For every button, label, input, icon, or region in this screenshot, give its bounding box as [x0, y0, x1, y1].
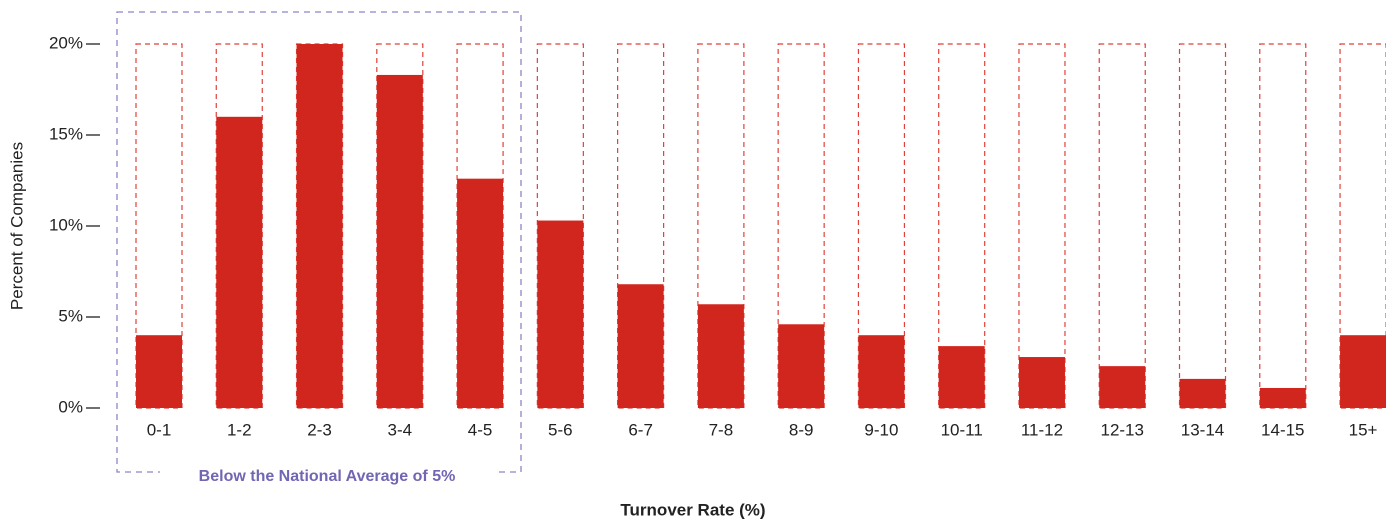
- bar: [617, 284, 664, 408]
- x-tick-label: 10-11: [941, 420, 983, 439]
- bar: [858, 335, 905, 408]
- x-tick-label: 5-6: [548, 420, 573, 439]
- bar: [1099, 366, 1146, 408]
- y-tick-label: 20%: [49, 33, 83, 52]
- x-tick-label: 3-4: [388, 420, 413, 439]
- x-tick-label: 6-7: [628, 420, 653, 439]
- bar: [1018, 357, 1065, 408]
- bar-capacity-outline: [1259, 43, 1307, 409]
- bar: [778, 324, 825, 408]
- x-axis-label: Turnover Rate (%): [620, 500, 765, 519]
- bar: [938, 346, 985, 408]
- x-tick-label: 13-14: [1181, 420, 1224, 439]
- bar: [1340, 335, 1386, 408]
- bar: [1259, 387, 1306, 408]
- y-tick-label: 5%: [58, 306, 83, 325]
- bar: [136, 335, 182, 408]
- x-tick-label: 9-10: [864, 420, 898, 439]
- annotation-backdrop: [160, 462, 496, 484]
- x-tick-label: 0-1: [147, 420, 172, 439]
- bar: [537, 220, 584, 408]
- y-tick-label: 0%: [58, 397, 83, 416]
- bar: [296, 44, 343, 408]
- y-tick-label: 10%: [49, 215, 83, 234]
- bar-capacity-outline: [1098, 43, 1146, 409]
- x-tick-label: 15+: [1349, 420, 1378, 439]
- bar: [376, 74, 423, 408]
- bar: [1179, 378, 1226, 408]
- x-tick-label: 2-3: [307, 420, 332, 439]
- bar-capacity-outline: [1018, 43, 1066, 409]
- x-tick-label: 7-8: [709, 420, 734, 439]
- x-tick-label: 8-9: [789, 420, 814, 439]
- x-tick-label: 14-15: [1261, 420, 1304, 439]
- bar: [216, 116, 263, 409]
- bar-capacity-outline: [1178, 43, 1227, 409]
- x-tick-label: 12-13: [1100, 420, 1143, 439]
- annotation-text: Below the National Average of 5%: [199, 468, 456, 485]
- bar: [697, 304, 744, 408]
- y-axis-label: Percent of Companies: [7, 142, 26, 310]
- x-tick-label: 11-12: [1021, 420, 1063, 439]
- y-tick-label: 15%: [49, 124, 83, 143]
- bar: [457, 178, 504, 408]
- x-tick-label: 1-2: [227, 420, 252, 439]
- x-tick-label: 4-5: [468, 420, 493, 439]
- annotation-box: [116, 11, 522, 473]
